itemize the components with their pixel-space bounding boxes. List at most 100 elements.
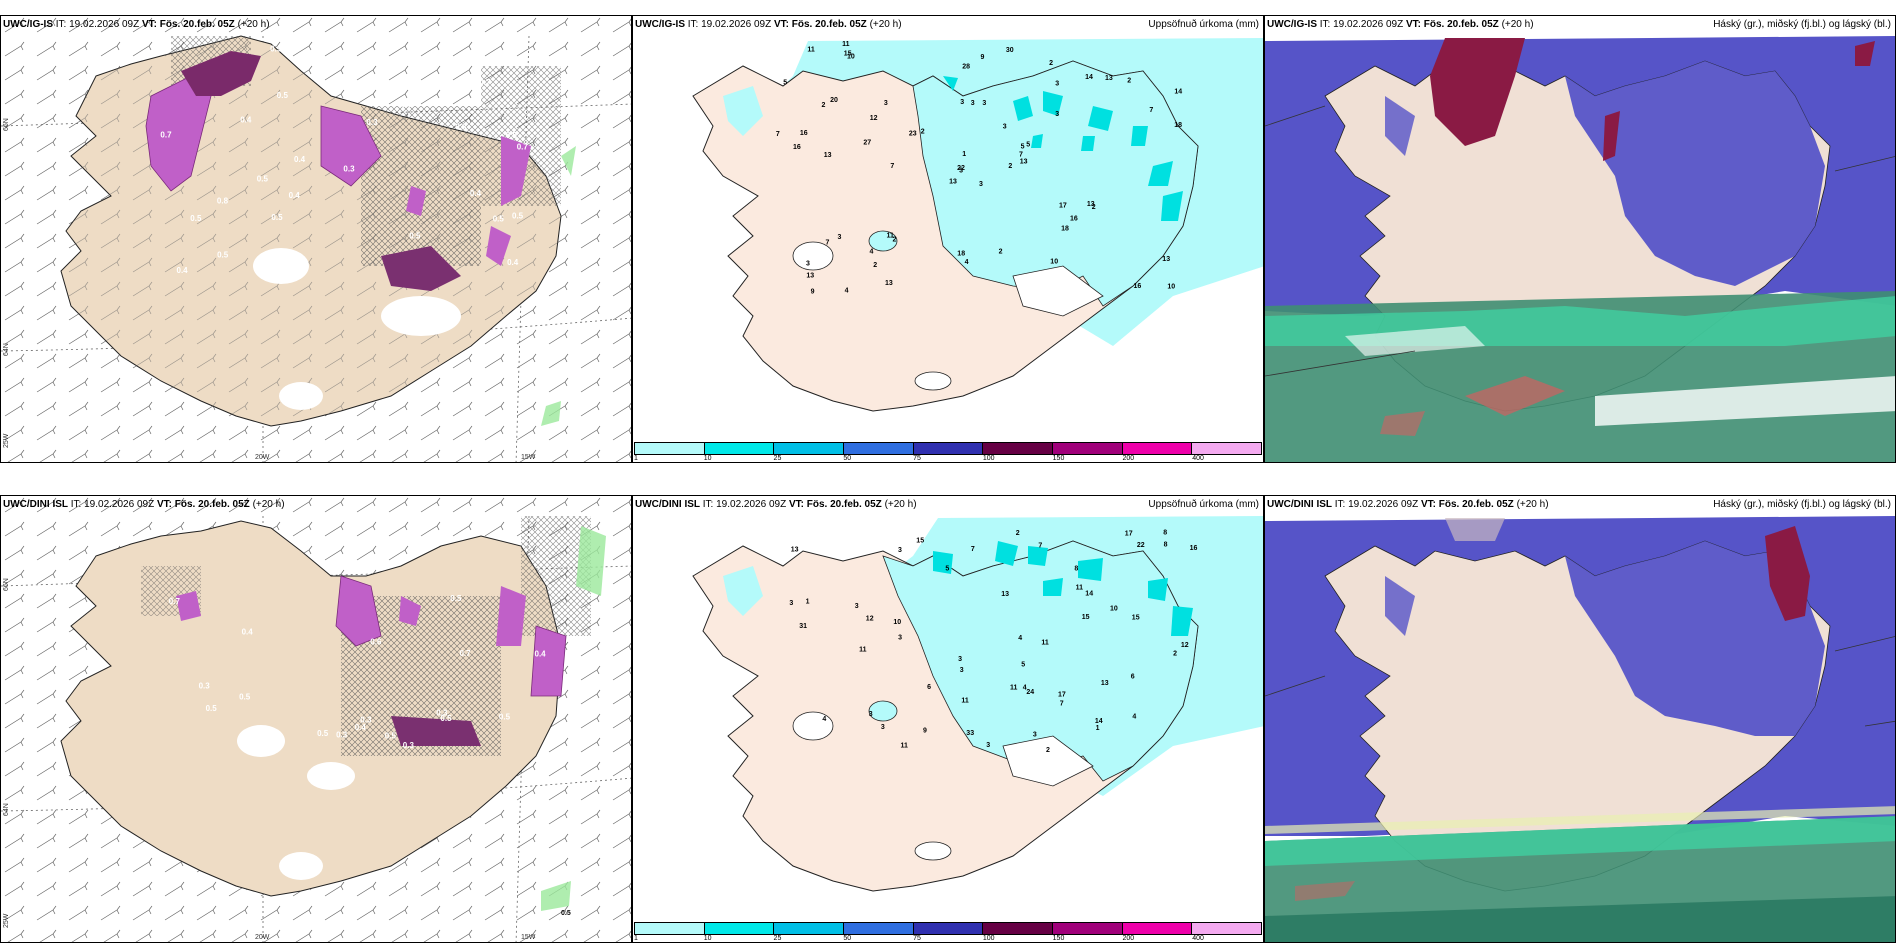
precip-value-label: 22 — [1137, 542, 1145, 549]
precip-value-label: 33 — [966, 730, 974, 737]
panel-subtitle: Háský (gr.), miðský (fj.bl.) og lágský (… — [1713, 499, 1891, 510]
legend-swatch — [913, 443, 984, 454]
snow-value-label: 0.5 — [512, 212, 524, 221]
precip-value-label: 2 — [1092, 204, 1096, 211]
snow-value-label: 0.5 — [217, 251, 229, 260]
legend-tick: 50 — [843, 455, 852, 462]
cloud-map — [1265, 516, 1895, 942]
panel-ig-wind: UWC/IG-IS IT: 19.02.2026 09Z VT: Fös. 20… — [0, 15, 632, 463]
precip-value-label: 18 — [957, 251, 965, 258]
precip-value-label: 4 — [965, 259, 969, 266]
snow-value-label: 0.4 — [294, 155, 306, 164]
precip-value-label: 3 — [855, 603, 859, 610]
precip-value-label: 16 — [793, 144, 801, 151]
precip-value-label: 2 — [822, 102, 826, 109]
precip-value-label: 2 — [893, 236, 897, 243]
panel-dini-wind: UWC/DINI ISL IT: 19.02.2026 09Z VT: Fös.… — [0, 495, 632, 943]
legend-tick: 50 — [843, 935, 852, 942]
panel-header: UWC/DINI ISL IT: 19.02.2026 09Z VT: Fös.… — [635, 499, 917, 510]
precip-value-label: 7 — [971, 546, 975, 553]
precip-value-label: 16 — [800, 130, 808, 137]
panel-header: UWC/IG-IS IT: 19.02.2026 09Z VT: Fös. 20… — [635, 19, 902, 30]
lat-label-66: 66N — [3, 578, 10, 591]
lat-label-64: 64N — [3, 343, 10, 356]
snow-label-extra: 0.5 — [561, 910, 571, 917]
snow-value-label: 0.7 — [460, 649, 472, 658]
snow-value-label: 0.3 — [343, 165, 355, 174]
precip-value-label: 7 — [776, 131, 780, 138]
precip-value-label: 3 — [884, 100, 888, 107]
snow-value-label: 0.5 — [445, 46, 457, 55]
snow-value-label: 0.4 — [535, 649, 547, 658]
precip-value-label: 14 — [1085, 591, 1093, 598]
precip-value-label: 3 — [971, 100, 975, 107]
precip-value-label: 31 — [799, 623, 807, 630]
precip-value-label: 5 — [1021, 661, 1025, 668]
legend-tick: 200 — [1122, 455, 1135, 462]
snow-value-label: 0.5 — [257, 174, 269, 183]
snow-value-label: 0.4 — [289, 191, 301, 200]
lon-label-20: 20W — [255, 454, 270, 461]
lon-label-25: 25W — [3, 433, 10, 448]
precip-value-label: 11 — [859, 646, 867, 653]
precip-value-label: 11 — [1076, 584, 1084, 591]
snow-value-label: 0.4 — [470, 189, 482, 198]
precip-value-label: 7 — [1019, 151, 1023, 158]
precip-value-label: 16 — [1190, 545, 1198, 552]
precip-value-label: 5 — [783, 80, 787, 87]
legend-tick: 75 — [913, 455, 921, 462]
precip-value-label: 10 — [1050, 258, 1058, 265]
snow-value-label: 0.5 — [409, 232, 421, 241]
precip-value-label: 4 — [1018, 635, 1022, 642]
panel-dini-precip: UWC/DINI ISL IT: 19.02.2026 09Z VT: Fös.… — [632, 495, 1264, 943]
precip-value-label: 3 — [982, 100, 986, 107]
legend-swatch — [774, 443, 845, 454]
precip-value-label: 3 — [838, 234, 842, 241]
precip-value-label: 13 — [806, 273, 814, 280]
legend-swatch — [704, 443, 775, 454]
legend-tick: 150 — [1052, 455, 1065, 462]
legend-swatch — [1192, 443, 1262, 454]
precip-value-label: 3 — [959, 168, 963, 175]
precip-value-label: 13 — [1101, 680, 1109, 687]
snow-value-label: 0.6 — [323, 80, 335, 89]
precip-value-label: 3 — [1055, 81, 1059, 88]
snow-value-label: 0.7 — [479, 78, 491, 87]
panel-subtitle: Uppsöfnuð úrkoma (mm) — [1148, 499, 1259, 510]
precip-value-label: 15 — [1132, 614, 1140, 621]
legend-swatch — [1053, 923, 1123, 934]
precip-value-label: 3 — [869, 711, 873, 718]
precip-value-label: 14 — [1085, 74, 1093, 81]
precip-value-label: 10 — [1110, 606, 1118, 613]
precip-value-label: 4 — [1132, 714, 1136, 721]
precip-value-label: 8 — [1074, 566, 1078, 573]
precip-value-label: 2 — [999, 249, 1003, 256]
precip-value-label: 5 — [1026, 141, 1030, 148]
precip-value-label: 13 — [885, 280, 893, 287]
precip-value-label: 30 — [1006, 47, 1014, 54]
precip-value-label: 24 — [1026, 689, 1034, 696]
panel-ig-clouds: UWC/IG-IS IT: 19.02.2026 09Z VT: Fös. 20… — [1264, 15, 1896, 463]
precip-value-label: 4 — [845, 287, 849, 294]
snow-value-label: 0.5 — [206, 704, 218, 713]
snow-value-label: 0.7 — [169, 597, 181, 606]
legend-tick: 25 — [773, 935, 782, 942]
precip-value-label: 13 — [1105, 75, 1113, 82]
legend-tick: 10 — [703, 455, 712, 462]
snow-value-label: 0.3 — [336, 730, 348, 739]
precip-value-label: 3 — [898, 634, 902, 641]
snow-value-label: 0.6 — [370, 637, 382, 646]
lon-label-20: 20W — [255, 934, 270, 941]
precip-value-label: 3 — [958, 656, 962, 663]
snow-value-label: 0.3 — [366, 118, 378, 127]
snow-value-label: 0.4 — [240, 116, 252, 125]
legend-tick: 75 — [913, 935, 921, 942]
lon-label-25: 25W — [3, 913, 10, 928]
snow-value-label: 0.9 — [401, 100, 413, 109]
precip-value-label: 17 — [1125, 531, 1133, 538]
precip-value-label: 3 — [1055, 111, 1059, 118]
precip-value-label: 28 — [962, 64, 970, 71]
legend-tick: 100 — [982, 935, 995, 942]
precip-value-label: 9 — [811, 289, 815, 296]
precip-legend: 1 10 25 50 75 100 150 200 400 — [633, 442, 1263, 462]
